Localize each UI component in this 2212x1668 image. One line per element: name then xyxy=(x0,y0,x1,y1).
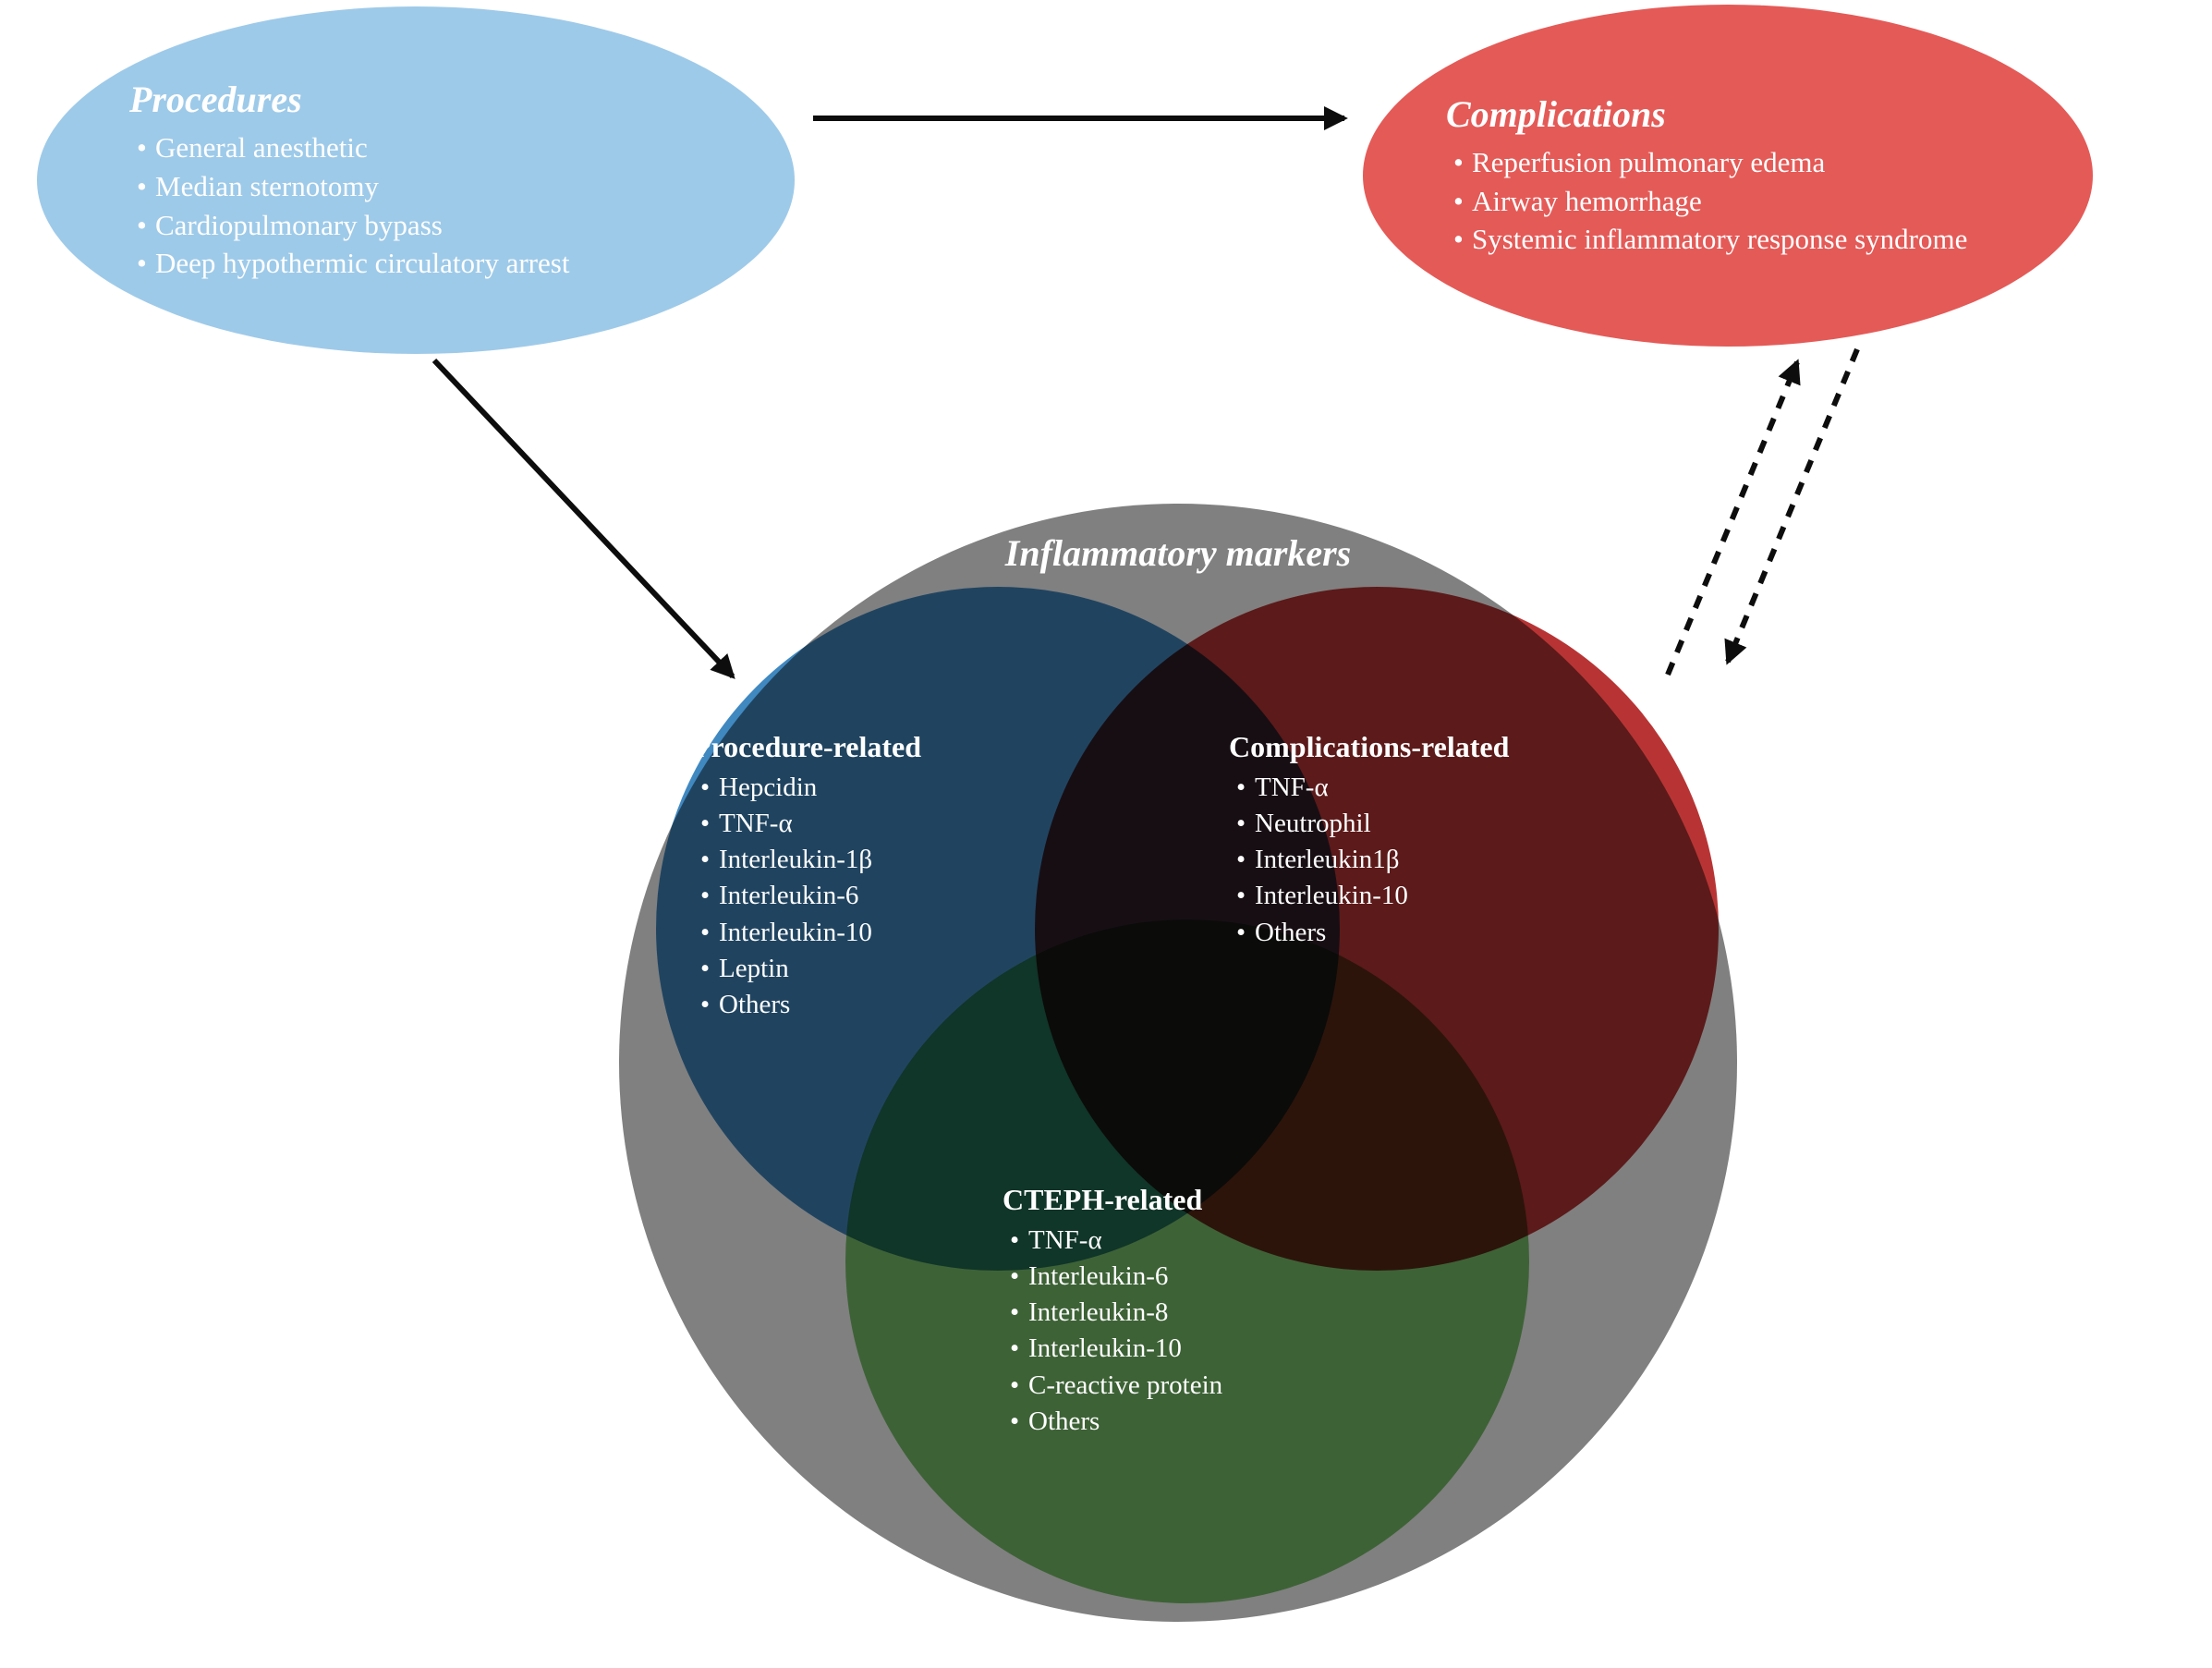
arrows-layer xyxy=(0,0,2212,1668)
arrow-procedures-to-markers xyxy=(434,360,733,676)
arrow-complications-to-markers-dashed xyxy=(1728,349,1857,662)
arrow-markers-to-complications-dashed xyxy=(1668,362,1797,675)
